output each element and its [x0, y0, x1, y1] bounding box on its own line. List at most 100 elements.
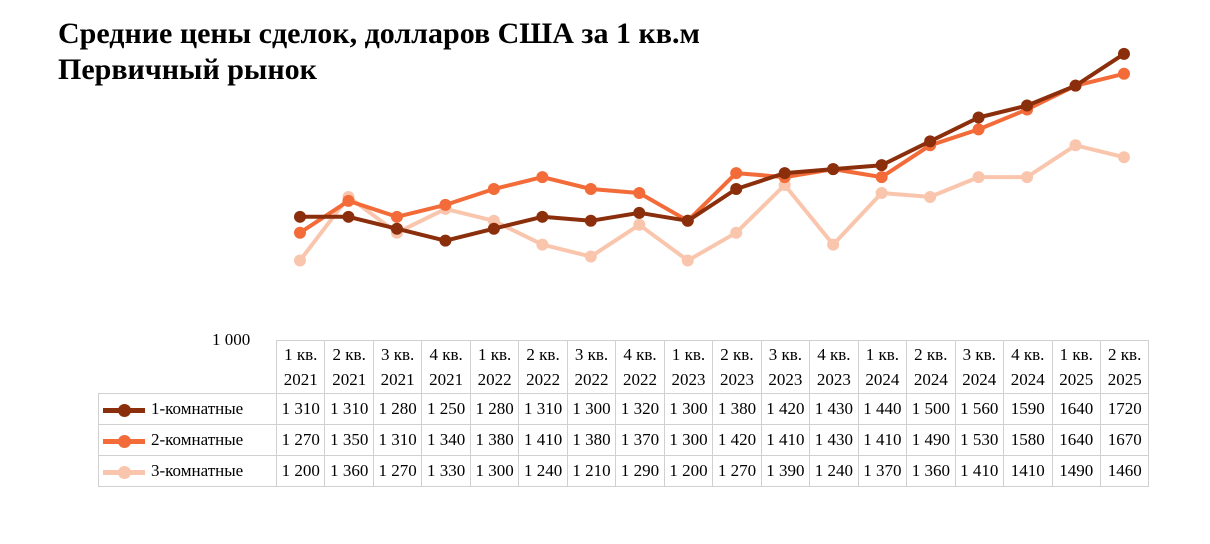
series-line-1 [300, 52, 1126, 243]
data-label: 1 410 [760, 424, 811, 456]
data-label: 1 330 [421, 455, 471, 487]
data-point [972, 171, 985, 184]
line-plot-area [294, 47, 1130, 267]
data-label: 1 320 [615, 393, 665, 425]
x-tick-label: 4 кв. 2023 [809, 340, 859, 394]
data-label: 1 380 [566, 424, 617, 456]
data-label: 1 300 [663, 393, 714, 425]
x-tick-label: 2 кв. 2021 [324, 340, 374, 394]
data-label: 1 310 [518, 393, 568, 425]
data-label: 1580 [1003, 424, 1053, 456]
data-label: 1 420 [760, 393, 811, 425]
data-label: 1 250 [421, 393, 471, 425]
data-label: 1 300 [566, 393, 617, 425]
data-point [1117, 151, 1130, 164]
data-label: 1 440 [857, 393, 908, 425]
data-label: 1 290 [615, 455, 665, 487]
data-point [294, 226, 306, 239]
data-point [875, 171, 888, 184]
x-tick-label: 2 кв. 2022 [518, 340, 568, 394]
data-label: 1 560 [954, 393, 1005, 425]
data-point [972, 111, 985, 124]
data-point [633, 206, 646, 219]
x-tick-label: 3 кв. 2024 [954, 340, 1005, 394]
legend-key-icon [103, 465, 145, 480]
legend-label: 1-комнатные [151, 399, 244, 418]
data-point [1069, 139, 1082, 152]
x-tick-label: 1 кв. 2025 [1051, 340, 1101, 394]
data-label: 1 380 [712, 393, 762, 425]
x-tick-label: 3 кв. 2021 [372, 340, 423, 394]
data-point [730, 183, 743, 195]
data-label: 1 200 [663, 455, 714, 487]
data-label: 1 500 [906, 393, 956, 425]
data-point [681, 214, 694, 227]
x-tick-label: 4 кв. 2024 [1003, 340, 1053, 394]
legend-key-icon [103, 434, 145, 449]
series-line-2 [298, 71, 1125, 235]
table-row: 3-комнатные 1 200 1 360 1 270 1 330 1 300 1 24… [98, 455, 1150, 487]
data-point [778, 167, 791, 180]
data-point [536, 171, 549, 184]
data-point [875, 159, 888, 172]
legend-entry: 2-комнатные [98, 424, 277, 456]
data-label: 1 530 [954, 424, 1005, 456]
legend-key-icon [103, 403, 145, 418]
x-tick-label: 2 кв. 2024 [906, 340, 956, 394]
data-label: 1 270 [275, 424, 326, 456]
x-tick-label: 4 кв. 2022 [615, 340, 665, 394]
data-label: 1 240 [809, 455, 859, 487]
x-tick-label: 3 кв. 2022 [566, 340, 617, 394]
legend-entry: 1-комнатные [98, 393, 277, 425]
data-point [633, 186, 646, 199]
data-label: 1 280 [469, 393, 520, 425]
legend-entry: 3-комнатные [98, 455, 277, 487]
data-point [1117, 67, 1130, 80]
data-label: 1 370 [615, 424, 665, 456]
data-label: 1460 [1099, 455, 1150, 487]
x-tick-label: 1 кв. 2023 [663, 340, 714, 394]
data-point [294, 210, 306, 223]
table-row: 2-комнатные 1 270 1 350 1 310 1 340 1 380 1 41… [98, 424, 1150, 456]
table-row: 1-комнатные 1 310 1 310 1 280 1 250 1 280 1 31… [98, 393, 1150, 425]
data-label: 1 300 [663, 424, 714, 456]
data-label: 1 490 [906, 424, 956, 456]
data-label: 1 430 [809, 393, 859, 425]
data-table: 1 кв. 2021 2 кв. 2021 3 кв. 2021 4 кв. 2021 1 кв… [98, 340, 1150, 487]
data-label: 1 240 [518, 455, 568, 487]
data-point [584, 250, 597, 263]
data-label: 1 360 [324, 455, 374, 487]
data-point [342, 194, 355, 207]
x-tick-label: 2 кв. 2023 [712, 340, 762, 394]
data-label: 1 420 [712, 424, 762, 456]
data-point [1021, 171, 1034, 184]
data-label: 1 350 [324, 424, 374, 456]
data-label: 1 270 [712, 455, 762, 487]
data-point [875, 186, 888, 199]
x-tick-label: 1 кв. 2021 [275, 340, 326, 394]
chart-title-line-1: Средние цены сделок, долларов США за 1 к… [58, 17, 700, 50]
x-tick-label: 1 кв. 2022 [469, 340, 520, 394]
data-point [390, 210, 403, 223]
data-label: 1 310 [324, 393, 374, 425]
data-point [827, 163, 840, 176]
data-label: 1 410 [518, 424, 568, 456]
chart-title-line-2: Первичный рынок [58, 53, 317, 86]
data-label: 1 410 [857, 424, 908, 456]
data-point [681, 254, 694, 267]
data-point [1117, 47, 1130, 60]
data-label: 1 310 [372, 424, 423, 456]
data-point [536, 238, 549, 251]
y-axis-tick-label: 1 000 [212, 330, 251, 349]
data-point [584, 214, 597, 227]
data-label: 1 340 [421, 424, 471, 456]
legend-label: 2-комнатные [151, 430, 244, 449]
data-label: 1590 [1003, 393, 1053, 425]
data-point [342, 210, 355, 223]
data-point [439, 198, 452, 211]
data-label: 1670 [1099, 424, 1150, 456]
data-point [924, 190, 937, 203]
data-label: 1 390 [760, 455, 811, 487]
data-label: 1 310 [275, 393, 326, 425]
data-label: 1640 [1051, 424, 1101, 456]
